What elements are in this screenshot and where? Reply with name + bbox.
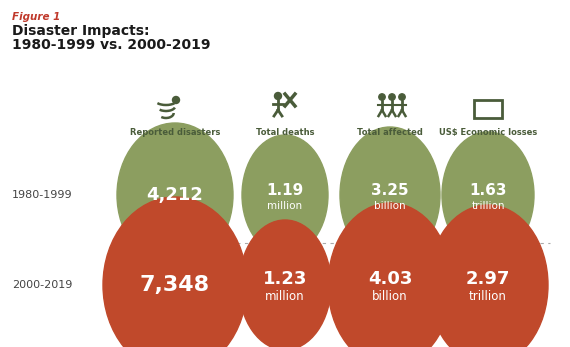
Text: 1.19: 1.19 xyxy=(266,183,304,197)
Text: 1980-1999 vs. 2000-2019: 1980-1999 vs. 2000-2019 xyxy=(12,38,210,52)
Text: 4.03: 4.03 xyxy=(368,270,412,288)
Text: Total affected: Total affected xyxy=(357,128,423,137)
Circle shape xyxy=(275,93,282,100)
Text: Total deaths: Total deaths xyxy=(256,128,314,137)
Text: Reported disasters: Reported disasters xyxy=(130,128,220,137)
Text: trillion: trillion xyxy=(469,290,507,304)
Ellipse shape xyxy=(103,197,247,347)
Text: trillion: trillion xyxy=(471,201,505,211)
Ellipse shape xyxy=(239,220,331,347)
Text: Disaster Impacts:: Disaster Impacts: xyxy=(12,24,149,38)
Text: US$ Economic losses: US$ Economic losses xyxy=(439,128,537,137)
Ellipse shape xyxy=(117,123,233,267)
Ellipse shape xyxy=(328,203,452,347)
Text: billion: billion xyxy=(374,201,406,211)
Text: million: million xyxy=(265,290,305,304)
Text: 3.25: 3.25 xyxy=(371,183,409,197)
Text: million: million xyxy=(267,201,303,211)
Text: 2.97: 2.97 xyxy=(466,270,510,288)
Text: 2000-2019: 2000-2019 xyxy=(12,280,72,290)
Text: 7,348: 7,348 xyxy=(140,275,210,295)
Ellipse shape xyxy=(340,127,440,263)
Text: 1.63: 1.63 xyxy=(469,183,507,197)
Circle shape xyxy=(379,94,385,100)
Text: 1980-1999: 1980-1999 xyxy=(12,190,72,200)
Circle shape xyxy=(389,94,395,100)
Circle shape xyxy=(173,96,180,103)
Ellipse shape xyxy=(242,135,328,255)
Text: Figure 1: Figure 1 xyxy=(12,12,60,22)
Text: 1.23: 1.23 xyxy=(263,270,307,288)
Circle shape xyxy=(399,94,405,100)
Text: 4,212: 4,212 xyxy=(146,186,203,204)
Ellipse shape xyxy=(442,132,534,258)
Ellipse shape xyxy=(428,205,548,347)
Text: billion: billion xyxy=(372,290,408,304)
